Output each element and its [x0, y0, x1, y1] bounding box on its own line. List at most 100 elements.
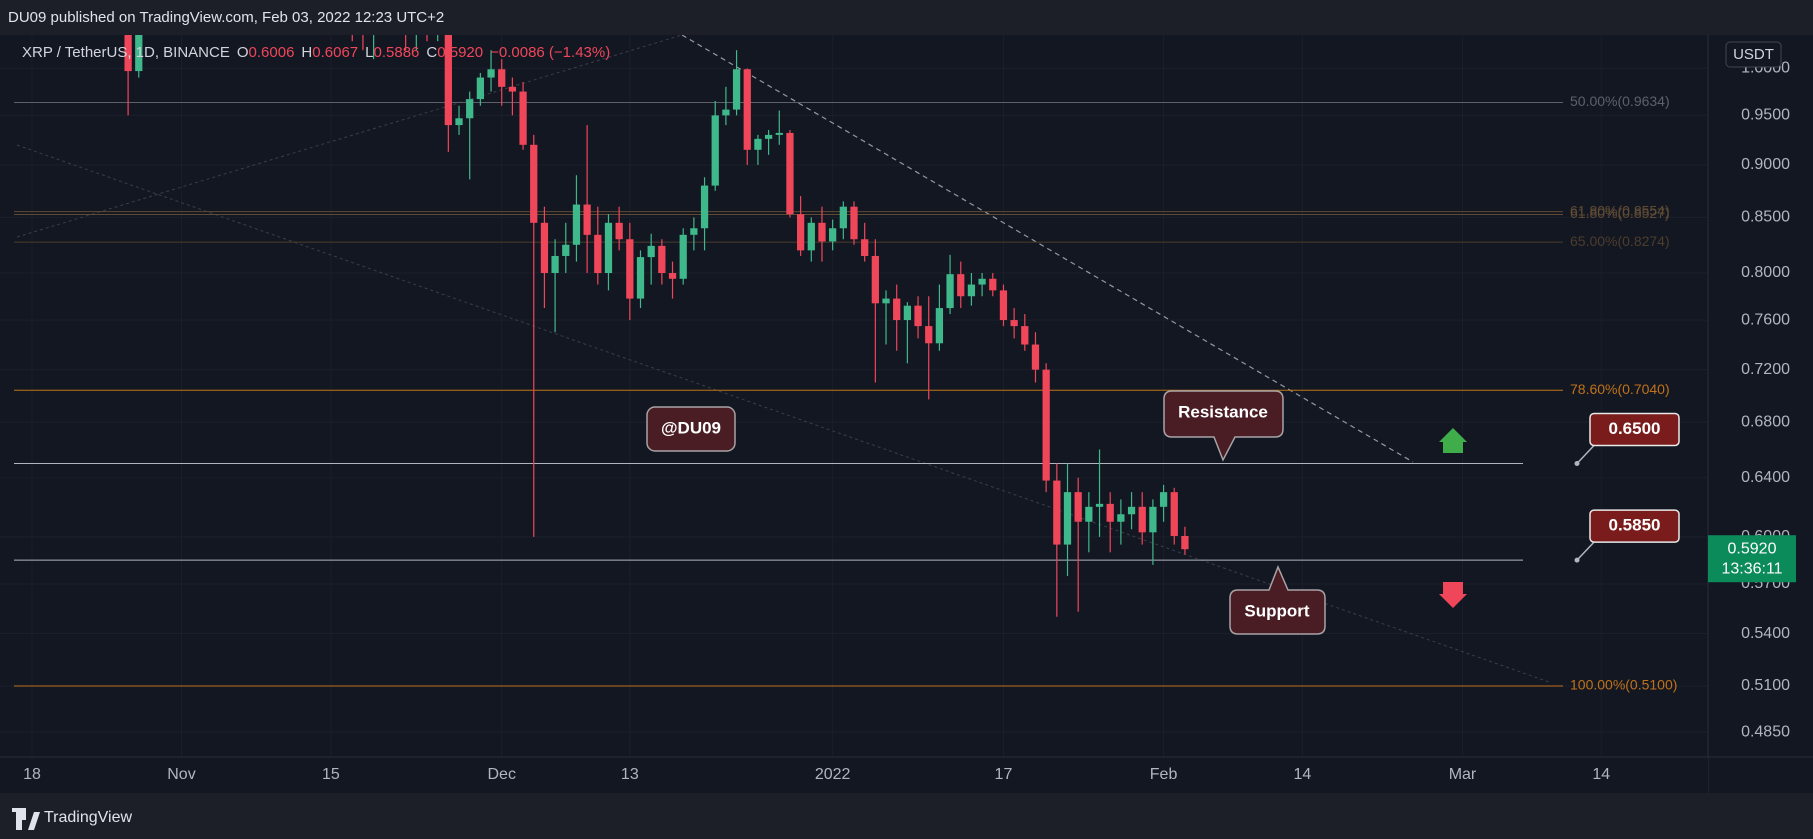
support-callout	[1229, 565, 1326, 635]
brand-name: TradingView	[44, 809, 132, 826]
last-price-box	[1708, 535, 1796, 583]
ticker-value: 0.6067	[312, 44, 358, 61]
level-callout-line	[1576, 444, 1595, 464]
y-tick-label: 0.7600	[1741, 311, 1790, 328]
candle-body	[786, 132, 794, 215]
candle-body	[839, 206, 847, 229]
x-tick-label: 18	[23, 766, 41, 783]
candle-body	[754, 138, 762, 150]
candle-body	[1159, 492, 1168, 507]
candle-body	[124, 35, 132, 72]
x-tick-label: 13	[621, 766, 639, 783]
candle-body	[893, 298, 901, 321]
level-callout-line	[1576, 541, 1595, 561]
fib-label: 61.80%(0.8527)	[1570, 205, 1670, 221]
fib-label: 50.00%(0.9634)	[1570, 93, 1670, 109]
level-callout-dot	[1574, 557, 1580, 563]
x-tick-label: 14	[1293, 766, 1311, 783]
candle-body	[690, 228, 698, 235]
level-callout-label: 0.6500	[1609, 419, 1661, 438]
candle-body	[658, 245, 666, 274]
candle-body	[444, 35, 452, 126]
candle-body	[508, 86, 517, 92]
candle-body	[978, 278, 986, 285]
candles	[124, 35, 1189, 617]
candle-body	[829, 228, 837, 242]
candle-body	[925, 326, 933, 344]
candle-body	[796, 214, 805, 251]
candle-body	[572, 204, 581, 245]
candle-body	[604, 222, 613, 274]
candle-body	[668, 273, 677, 279]
candle-body	[861, 239, 869, 256]
x-tick-label: Nov	[167, 766, 195, 783]
candle-body	[732, 69, 741, 110]
currency-button[interactable]	[1725, 41, 1782, 68]
ticker-symbol: XRP / TetherUS, 1D, BINANCE	[22, 44, 230, 61]
candle-body	[1074, 492, 1082, 522]
y-tick-label: 0.8000	[1741, 264, 1790, 281]
candle-body	[647, 245, 655, 258]
candle-body	[466, 99, 474, 119]
candle-body	[455, 118, 463, 126]
candle-body	[519, 91, 527, 145]
x-tick-label: Mar	[1449, 766, 1477, 783]
x-tick-label: Dec	[487, 766, 515, 783]
candle-body	[957, 274, 965, 297]
candle-body	[743, 69, 751, 150]
candle-body	[530, 144, 538, 223]
time-axis	[0, 757, 1708, 793]
candle-body	[914, 305, 922, 327]
candle-body	[476, 77, 485, 100]
candle-body	[700, 185, 709, 229]
publisher: DU09 published on TradingView.com, Feb 0…	[8, 9, 444, 26]
candle-body	[1053, 480, 1061, 545]
candle-body	[1117, 514, 1125, 522]
candle-body	[775, 132, 783, 135]
ticker-value: 0.5886	[374, 44, 420, 61]
candle-body	[903, 305, 912, 321]
watermark-label: @DU09	[661, 418, 721, 437]
x-tick-label: 15	[322, 766, 340, 783]
candle-body	[1085, 506, 1093, 522]
y-tick-label: 0.5100	[1741, 677, 1790, 694]
x-tick-label: 2022	[815, 766, 851, 783]
candle-body	[679, 234, 687, 279]
ticker-key: H	[301, 44, 312, 61]
y-tick-label: 0.6400	[1741, 469, 1790, 486]
candle-body	[1127, 506, 1136, 515]
candle-body	[1170, 492, 1178, 536]
y-tick-label: 0.9500	[1741, 107, 1790, 124]
candle-body	[1031, 344, 1040, 370]
level-callout-box	[1589, 509, 1680, 543]
ticker-value: 0.6006	[249, 44, 295, 61]
candle-body	[764, 134, 773, 139]
fib-label: 61.80%(0.8554)	[1570, 202, 1670, 218]
footer	[0, 793, 1813, 839]
x-tick-label: 14	[1592, 766, 1610, 783]
y-tick-label: 0.5400	[1741, 625, 1790, 642]
x-tick-label: 17	[995, 766, 1013, 783]
ticker-value: 0.5920	[437, 44, 483, 61]
y-tick-label: 0.9000	[1741, 156, 1790, 173]
candle-body	[850, 206, 858, 240]
candle-body	[935, 308, 944, 344]
last-price-label: 0.5920	[1728, 540, 1777, 557]
candle-body	[871, 255, 879, 304]
down-arrow	[1439, 582, 1467, 608]
price-axis	[1708, 35, 1813, 793]
candle-body	[594, 234, 602, 274]
last-price-countdown: 13:36:11	[1721, 560, 1782, 577]
candle-body	[711, 115, 719, 186]
axis-labels: 1.00000.95000.90000.85000.80000.76000.72…	[23, 60, 1796, 783]
candle-body	[989, 278, 997, 291]
candle-body	[626, 239, 634, 299]
ticker-key: C	[426, 44, 437, 61]
candle-body	[135, 35, 143, 72]
candle-body	[583, 204, 591, 235]
candle-body	[1106, 503, 1114, 522]
candle-body	[615, 222, 623, 240]
candle-body	[487, 69, 495, 78]
